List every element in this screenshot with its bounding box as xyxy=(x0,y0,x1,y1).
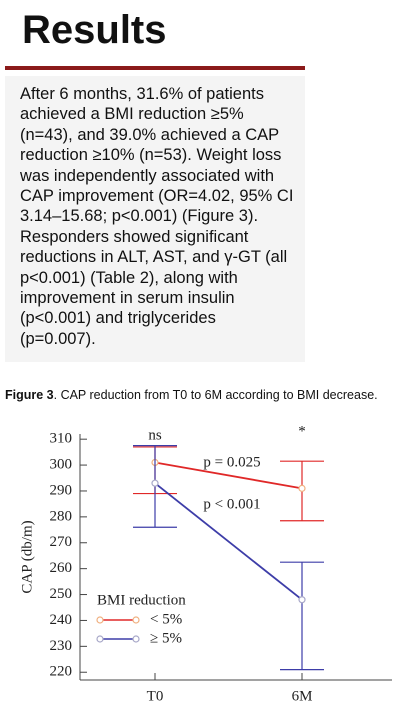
y-tick-label: 300 xyxy=(50,457,73,473)
text-line: (n=43), and 39.0% achieved a CAP xyxy=(20,125,280,144)
point xyxy=(298,484,306,492)
y-axis-label: CAP (db/m) xyxy=(19,520,35,593)
x-tick-label: 6M xyxy=(292,688,313,704)
text-line: CAP improvement (OR=4.02, 95% CI xyxy=(20,187,294,205)
annotation: ns xyxy=(148,427,162,443)
point xyxy=(298,596,306,604)
series-line xyxy=(154,482,303,601)
legend-label: ≥ 5% xyxy=(150,630,182,646)
text-line: (p=0.007). xyxy=(20,329,96,348)
legend-marker xyxy=(96,616,104,624)
text-line: After 6 months, 31.6% of patients xyxy=(20,85,264,103)
annotation: p = 0.025 xyxy=(203,454,260,470)
y-tick-label: 310 xyxy=(50,431,73,447)
text-line: achieved a BMI reduction ≥5% xyxy=(20,105,244,124)
legend-label: < 5% xyxy=(150,611,182,627)
legend-marker xyxy=(132,616,140,624)
y-tick-label: 250 xyxy=(50,586,73,602)
point xyxy=(151,479,159,487)
y-tick-label: 280 xyxy=(50,508,73,524)
x-tick-label: T0 xyxy=(147,688,164,704)
text-line: improvement in serum insulin xyxy=(20,289,235,307)
series-line xyxy=(154,461,303,490)
caption-label: Figure 3 xyxy=(5,388,54,402)
y-tick-label: 240 xyxy=(50,612,73,628)
text-line: p<0.001) (Table 2), along with xyxy=(20,268,238,287)
text-line: reductions in ALT, AST, and γ-GT (all xyxy=(20,248,288,267)
annotation: * xyxy=(298,423,306,439)
y-tick-label: 260 xyxy=(50,560,73,576)
error-bar xyxy=(280,561,324,671)
text-line: 3.14–15.68; p<0.001) (Figure 3). xyxy=(20,207,259,226)
caption-text: . CAP reduction from T0 to 6M according … xyxy=(53,388,378,402)
y-tick-label: 270 xyxy=(50,534,73,550)
legend-marker xyxy=(132,635,140,643)
text-line: (p<0.001) and triglycerides xyxy=(20,309,216,328)
text-line: was independently associated with xyxy=(20,166,275,185)
legend-title: BMI reduction xyxy=(97,592,186,608)
y-tick-label: 220 xyxy=(50,664,73,680)
y-tick-label: 290 xyxy=(50,482,73,498)
figure-caption: Figure 3. CAP reduction from T0 to 6M ac… xyxy=(5,388,378,402)
legend-marker xyxy=(96,635,104,643)
text-line: reduction ≥10% (n=53). Weight loss xyxy=(20,146,282,165)
results-text: After 6 months, 31.6% of patients achieve… xyxy=(5,76,305,362)
text-line: Responders showed significant xyxy=(20,227,249,246)
y-tick-label: 230 xyxy=(50,638,73,654)
annotation: p < 0.001 xyxy=(203,496,260,512)
section-title: Results xyxy=(22,8,167,52)
title-rule xyxy=(5,66,305,70)
